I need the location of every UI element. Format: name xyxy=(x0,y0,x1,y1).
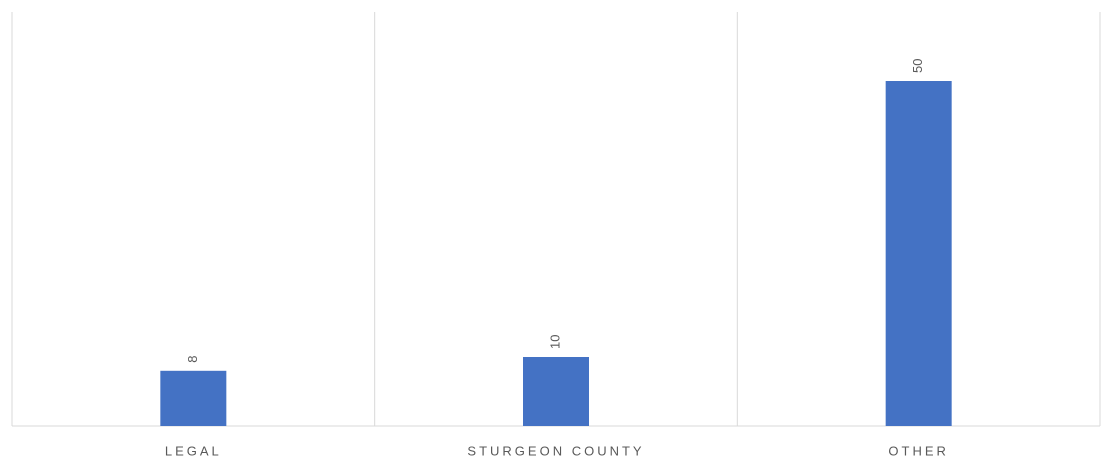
bar xyxy=(160,370,227,426)
x-tick-label: OTHER xyxy=(888,443,949,458)
bar xyxy=(885,81,952,426)
data-label: 50 xyxy=(910,59,925,73)
x-tick-label: STURGEON COUNTY xyxy=(467,443,644,458)
bar xyxy=(523,357,589,426)
x-tick-label: LEGAL xyxy=(165,443,222,458)
data-label: 8 xyxy=(185,356,200,363)
data-label: 10 xyxy=(547,335,562,349)
